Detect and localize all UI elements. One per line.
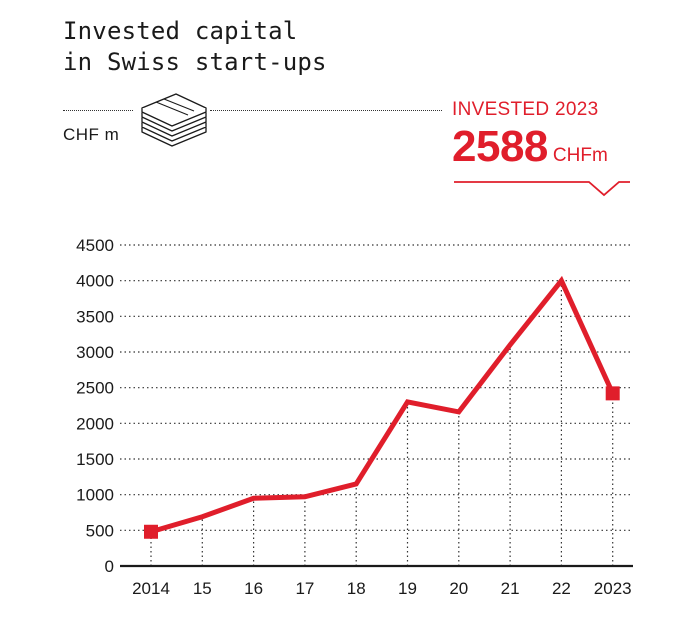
x-tick-label: 17 [295, 579, 314, 598]
y-tick-label: 4000 [76, 272, 114, 291]
x-tick-label: 2014 [132, 579, 170, 598]
x-tick-label: 21 [501, 579, 520, 598]
kpi-value-row: 2588 CHFm [452, 122, 608, 172]
y-tick-label: 4500 [76, 236, 114, 255]
x-tick-label: 18 [347, 579, 366, 598]
y-tick-label: 3500 [76, 307, 114, 326]
x-tick-label: 22 [552, 579, 571, 598]
x-tick-label: 2023 [594, 579, 632, 598]
line-chart: 0 500 1000 1500 2000 2500 3000 3500 4000 4500 2014… [76, 236, 633, 598]
header-divider-left [63, 110, 133, 111]
money-stack-icon [141, 93, 207, 147]
y-tick-label: 1500 [76, 450, 114, 469]
y-tick-label: 2500 [76, 379, 114, 398]
x-tick-label: 16 [244, 579, 263, 598]
x-tick-label: 15 [193, 579, 212, 598]
chart-title-line-2: in Swiss start-ups [63, 48, 327, 76]
data-point-marker [605, 386, 620, 401]
chart-title-line-1: Invested capital [63, 17, 298, 45]
kpi-unit: CHFm [552, 145, 608, 166]
series-line [150, 275, 615, 535]
unit-label: CHF m [63, 125, 120, 144]
y-tick-label: 2000 [76, 414, 114, 433]
kpi-label: INVESTED 2023 [452, 99, 599, 120]
x-tick-label: 19 [398, 579, 417, 598]
data-point-marker [144, 524, 158, 539]
kpi-value: 2588 [452, 122, 548, 171]
header-divider-right [210, 110, 442, 111]
x-tick-label: 20 [449, 579, 468, 598]
kpi-pointer-line [454, 181, 630, 197]
y-tick-label: 3000 [76, 343, 114, 362]
y-tick-label: 500 [86, 521, 114, 540]
y-tick-label: 0 [105, 557, 114, 576]
y-tick-label: 1000 [76, 486, 114, 505]
chart-title: Invested capital in Swiss start-ups [63, 16, 327, 78]
